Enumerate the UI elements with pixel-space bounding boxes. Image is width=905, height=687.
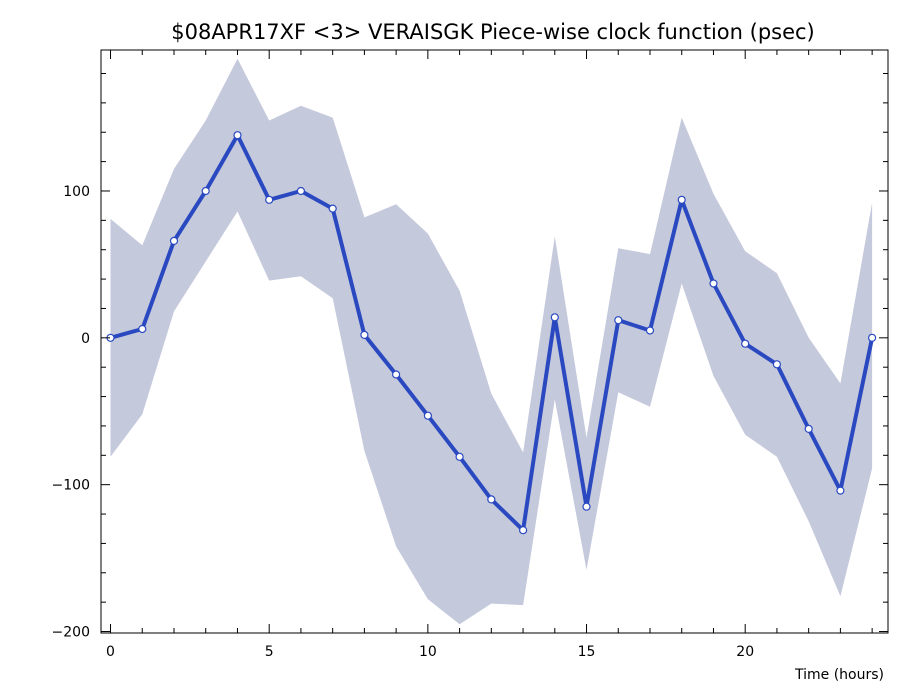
data-point bbox=[614, 316, 623, 325]
x-tick-label: 5 bbox=[265, 644, 274, 660]
data-point bbox=[582, 502, 591, 511]
data-point bbox=[836, 486, 845, 495]
data-point bbox=[265, 195, 274, 204]
data-point-layer bbox=[106, 131, 877, 535]
x-tick-label: 15 bbox=[578, 644, 596, 660]
data-point bbox=[518, 526, 528, 535]
data-point bbox=[455, 452, 464, 461]
y-tick-label: 0 bbox=[81, 331, 90, 347]
tick-labels: 0 5 10 15 20 −200 −100 0 100 bbox=[52, 184, 755, 660]
data-point bbox=[296, 186, 305, 196]
data-point bbox=[233, 131, 242, 140]
plot-frame bbox=[100, 49, 889, 634]
data-point bbox=[645, 326, 655, 335]
data-point bbox=[392, 370, 401, 379]
data-point bbox=[772, 360, 782, 369]
data-point bbox=[201, 186, 210, 196]
x-tick-label: 0 bbox=[106, 644, 115, 660]
x-tick-label: 20 bbox=[736, 644, 754, 660]
chart-title: $08APR17XF <3> VERAISGK Piece-wise clock… bbox=[171, 20, 815, 44]
data-point bbox=[867, 333, 877, 342]
y-tick-label: 100 bbox=[63, 184, 90, 200]
data-point bbox=[423, 411, 432, 420]
data-point bbox=[328, 204, 337, 213]
y-tick-label: −100 bbox=[52, 478, 90, 494]
data-point bbox=[677, 195, 686, 204]
data-point bbox=[360, 330, 369, 339]
y-tick-label: −200 bbox=[52, 625, 90, 641]
data-point bbox=[487, 495, 496, 504]
data-point bbox=[169, 236, 179, 245]
data-point bbox=[741, 339, 750, 348]
data-point bbox=[138, 324, 147, 334]
data-point bbox=[804, 424, 813, 433]
x-axis-label: Time (hours) bbox=[794, 667, 884, 683]
data-point bbox=[709, 279, 718, 288]
uncertainty-band bbox=[110, 58, 873, 625]
axis-ticks bbox=[101, 50, 888, 633]
uncertainty-band-layer bbox=[110, 58, 873, 625]
x-tick-label: 10 bbox=[419, 644, 437, 660]
data-point bbox=[550, 313, 559, 322]
